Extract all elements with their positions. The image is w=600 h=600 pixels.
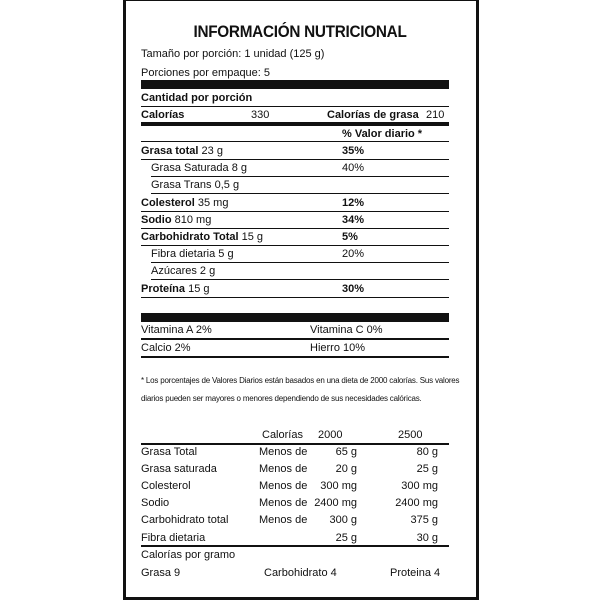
ref-header-calories: Calorías bbox=[262, 429, 303, 441]
vitamin-item: Calcio 2% bbox=[141, 342, 191, 354]
daily-value-header: % Valor diario * bbox=[342, 128, 423, 140]
divider bbox=[141, 356, 449, 358]
calories-label: Calorías bbox=[141, 109, 185, 121]
divider bbox=[141, 159, 449, 160]
nutrient-amount: 35 mg bbox=[197, 196, 229, 209]
ref-value-2500: 30 g bbox=[416, 531, 438, 544]
servings-per-container: Porciones por empaque: 5 bbox=[141, 67, 271, 79]
nutrient-name: Grasa total bbox=[141, 145, 199, 157]
thick-divider bbox=[141, 313, 449, 322]
ref-value-2500: 300 mg bbox=[401, 480, 438, 493]
divider bbox=[141, 106, 449, 107]
ref-qualifier: Menos de bbox=[259, 463, 308, 476]
nutrient-row: Carbohidrato Total 15 g bbox=[141, 231, 263, 244]
nutrient-row: Grasa total 23 g bbox=[141, 145, 223, 158]
ref-nutrient: Colesterol bbox=[141, 480, 191, 493]
nutrient-row: Azúcares 2 g bbox=[151, 265, 215, 278]
nutrient-row: Sodio 810 mg bbox=[141, 214, 211, 227]
fat-calories-label: Calorías de grasa bbox=[327, 109, 419, 121]
ref-value-2000: 2400 mg bbox=[314, 497, 357, 510]
ref-nutrient: Grasa saturada bbox=[141, 463, 217, 476]
nutrient-row: Grasa Trans 0,5 g bbox=[151, 179, 239, 192]
divider bbox=[141, 227, 449, 229]
cpg-protein: Proteina 4 bbox=[390, 567, 441, 579]
vitamin-item: Vitamina C 0% bbox=[310, 324, 383, 336]
nutrient-daily-value: 20% bbox=[342, 248, 365, 261]
ref-value-2000: 65 g bbox=[335, 446, 357, 458]
ref-qualifier: Menos de bbox=[259, 497, 308, 510]
nutrient-daily-value: 34% bbox=[342, 213, 365, 226]
label-title: INFORMACIÓN NUTRICIONAL bbox=[193, 22, 407, 41]
divider bbox=[151, 279, 449, 281]
nutrient-name: Grasa Saturada bbox=[151, 162, 229, 175]
nutrient-amount: 0,5 g bbox=[214, 179, 240, 192]
nutrient-name: Proteína bbox=[141, 282, 186, 295]
nutrient-amount: 23 g bbox=[201, 145, 223, 157]
ref-header-2500: 2500 bbox=[398, 429, 423, 441]
nutrient-amount: 810 mg bbox=[174, 213, 212, 226]
nutrient-amount: 15 g bbox=[188, 282, 210, 295]
footnote-line-2: diarios pueden ser mayores o menores dep… bbox=[141, 394, 422, 403]
divider bbox=[141, 443, 449, 445]
divider bbox=[141, 545, 449, 547]
nutrient-row: Grasa Saturada 8 g bbox=[151, 162, 247, 175]
ref-nutrient: Sodio bbox=[141, 497, 170, 510]
nutrient-name: Colesterol bbox=[141, 196, 195, 209]
divider bbox=[141, 296, 449, 298]
divider bbox=[151, 262, 449, 264]
nutrient-daily-value: 35% bbox=[342, 145, 365, 157]
nutrient-amount: 15 g bbox=[241, 231, 264, 243]
divider bbox=[151, 176, 449, 178]
ref-nutrient: Grasa Total bbox=[141, 446, 198, 458]
nutrient-name: Carbohidrato Total bbox=[141, 231, 239, 243]
calories-value: 330 bbox=[251, 109, 270, 121]
ref-value-2500: 375 g bbox=[410, 514, 438, 527]
nutrient-daily-value: 30% bbox=[342, 282, 365, 295]
cpg-fat: Grasa 9 bbox=[141, 567, 181, 579]
nutrient-daily-value: 5% bbox=[342, 231, 358, 243]
amount-per-serving: Cantidad por porción bbox=[141, 92, 253, 104]
label-border bbox=[123, 0, 479, 600]
ref-value-2500: 2400 mg bbox=[395, 497, 438, 510]
divider bbox=[141, 245, 449, 246]
ref-qualifier: Menos de bbox=[259, 480, 308, 493]
nutrient-name: Sodio bbox=[141, 213, 172, 226]
nutrient-row: Colesterol 35 mg bbox=[141, 197, 228, 210]
ref-value-2000: 25 g bbox=[335, 531, 357, 544]
vitamin-item: Vitamina A 2% bbox=[141, 324, 212, 336]
divider bbox=[141, 338, 449, 340]
divider bbox=[141, 210, 449, 212]
calories-per-gram-label: Calorías por gramo bbox=[141, 549, 236, 561]
fat-calories-value: 210 bbox=[426, 109, 445, 121]
nutrient-name: Azúcares bbox=[151, 265, 197, 278]
ref-value-2500: 25 g bbox=[416, 463, 438, 476]
vitamin-item: Hierro 10% bbox=[310, 342, 366, 354]
nutrient-name: Grasa Trans bbox=[151, 179, 212, 192]
ref-nutrient: Carbohidrato total bbox=[141, 514, 229, 527]
nutrient-row: Proteína 15 g bbox=[141, 283, 210, 296]
ref-nutrient: Fibra dietaria bbox=[141, 531, 206, 544]
nutrient-amount: 2 g bbox=[199, 265, 216, 278]
footnote-line-1: * Los porcentajes de Valores Diarios est… bbox=[141, 376, 460, 385]
serving-size: Tamaño por porción: 1 unidad (125 g) bbox=[141, 48, 325, 60]
thick-divider bbox=[141, 80, 449, 89]
ref-value-2000: 300 g bbox=[329, 514, 357, 527]
nutrient-row: Fibra dietaria 5 g bbox=[151, 248, 234, 261]
cpg-carb: Carbohidrato 4 bbox=[264, 567, 337, 579]
ref-header-2000: 2000 bbox=[318, 429, 343, 441]
medium-divider bbox=[141, 122, 449, 126]
ref-value-2000: 20 g bbox=[335, 463, 357, 476]
ref-qualifier: Menos de bbox=[259, 514, 308, 527]
nutrient-amount: 5 g bbox=[218, 248, 234, 261]
divider bbox=[151, 193, 449, 195]
nutrient-daily-value: 40% bbox=[342, 162, 365, 175]
nutrient-daily-value: 12% bbox=[342, 196, 365, 209]
nutrient-name: Fibra dietaria bbox=[151, 248, 216, 261]
ref-qualifier: Menos de bbox=[259, 446, 308, 458]
ref-value-2500: 80 g bbox=[416, 446, 438, 458]
divider bbox=[141, 141, 449, 142]
nutrient-amount: 8 g bbox=[231, 162, 248, 175]
ref-value-2000: 300 mg bbox=[320, 480, 357, 493]
